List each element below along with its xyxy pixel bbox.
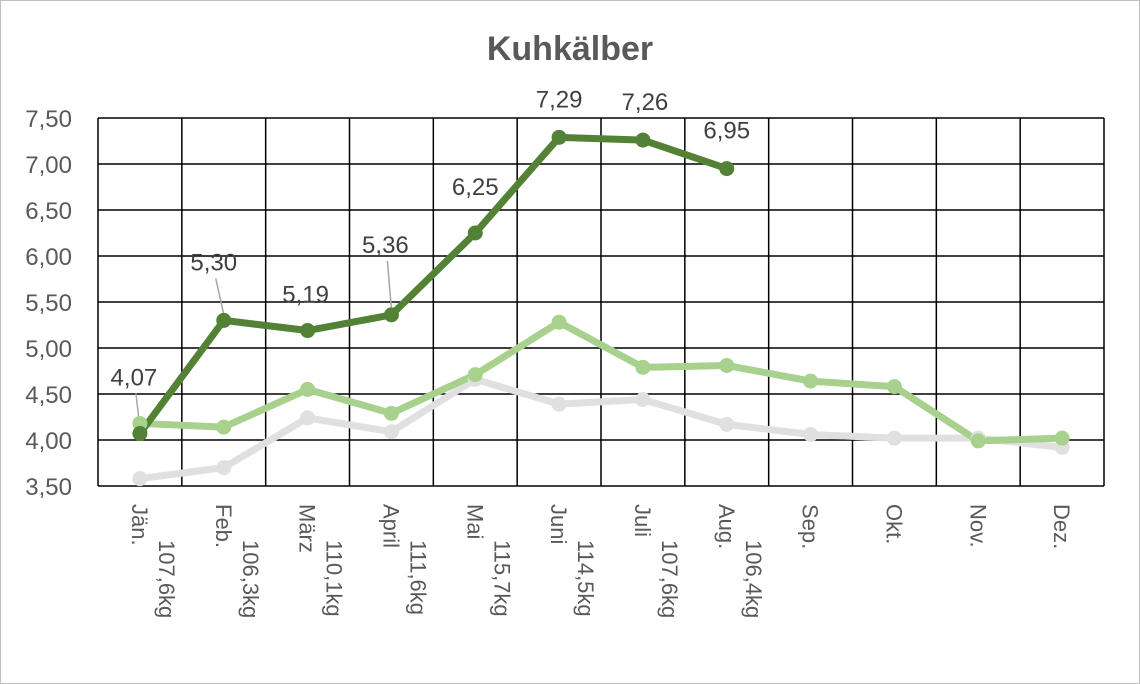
data-point: [635, 359, 651, 375]
x-tick-weight: 106,4kg: [741, 540, 766, 618]
x-tick-month: Feb.: [211, 504, 236, 548]
data-point: [719, 357, 735, 373]
data-label: 6,25: [452, 174, 499, 201]
data-point: [803, 373, 819, 389]
data-point: [300, 323, 316, 339]
data-point: [886, 379, 902, 395]
data-point: [216, 419, 232, 435]
data-label: 6,95: [703, 118, 750, 145]
x-tick-month: Mai: [462, 504, 487, 539]
y-tick-label: 6,00: [25, 244, 72, 271]
chart-title: Kuhkälber: [486, 30, 654, 68]
data-point: [719, 161, 735, 177]
data-point: [132, 471, 148, 487]
data-label: 5,19: [282, 282, 329, 309]
x-tick-month: Okt.: [881, 504, 906, 544]
x-tick-label: Aug.106,4kg: [714, 504, 766, 618]
x-tick-weight: 107,6kg: [657, 540, 682, 618]
data-point: [467, 225, 483, 241]
data-point: [886, 430, 902, 446]
x-tick-month: Sep.: [798, 504, 823, 549]
x-tick-weight: 107,6kg: [154, 540, 179, 618]
data-point: [719, 416, 735, 432]
x-tick-label: Juli107,6kg: [630, 504, 682, 618]
x-tick-weight: 115,7kg: [489, 540, 514, 617]
x-tick-label: Feb.106,3kg: [211, 504, 263, 618]
x-tick-month: Nov.: [965, 504, 990, 548]
data-label-leader: [386, 260, 393, 309]
x-tick-weight: 114,5kg: [573, 540, 598, 617]
y-tick-label: 7,00: [25, 152, 72, 179]
y-tick-label: 4,50: [25, 382, 72, 409]
x-tick-label: April111,6kg: [378, 504, 430, 615]
data-label: 7,29: [536, 86, 583, 113]
y-tick-label: 5,00: [25, 336, 72, 363]
data-label-leader: [215, 278, 225, 315]
x-tick-month: März: [295, 504, 320, 553]
series-line-2: [136, 133, 731, 438]
data-point: [383, 307, 399, 323]
x-tick-label: Juni114,5kg: [546, 504, 598, 617]
data-point: [467, 367, 483, 383]
data-point: [635, 132, 651, 148]
x-tick-label: Mai115,7kg: [462, 504, 514, 617]
x-tick-weight: 110,1kg: [322, 540, 347, 617]
x-tick-label: Dez.: [1049, 504, 1074, 549]
data-point: [383, 405, 399, 421]
x-tick-month: Juni: [546, 504, 571, 544]
series-line-0: [136, 375, 1066, 483]
x-tick-label: Sep.: [798, 504, 823, 549]
data-label: 7,26: [622, 89, 669, 116]
y-tick-label: 6,50: [25, 198, 72, 225]
x-tick-month: Juli: [630, 504, 655, 537]
data-point: [300, 381, 316, 397]
y-tick-label: 4,00: [25, 428, 72, 455]
data-point: [551, 129, 567, 145]
data-point: [132, 426, 148, 442]
x-tick-weight: 106,3kg: [238, 540, 263, 618]
y-tick-label: 5,50: [25, 290, 72, 317]
x-tick-month: April: [378, 504, 403, 548]
x-tick-month: Dez.: [1049, 504, 1074, 549]
data-point: [300, 410, 316, 426]
data-label: 4,07: [111, 365, 158, 392]
data-point: [970, 433, 986, 449]
data-label: 5,30: [190, 249, 237, 276]
data-point: [551, 396, 567, 412]
x-tick-label: Nov.: [965, 504, 990, 548]
data-point: [383, 424, 399, 440]
data-point: [216, 460, 232, 476]
data-point: [803, 426, 819, 442]
x-tick-label: Okt.: [881, 504, 906, 544]
x-tick-weight: 111,6kg: [405, 540, 430, 615]
y-tick-label: 3,50: [25, 474, 72, 501]
x-tick-label: März110,1kg: [295, 504, 347, 617]
x-tick-month: Jän.: [127, 504, 152, 546]
data-label: 5,36: [362, 232, 409, 259]
data-point: [216, 312, 232, 328]
y-tick-label: 7,50: [25, 106, 72, 133]
data-point: [635, 392, 651, 408]
data-point: [1054, 430, 1070, 446]
x-tick-label: Jän.107,6kg: [127, 504, 179, 618]
series-line-1: [136, 318, 1066, 445]
x-tick-month: Aug.: [714, 504, 739, 549]
data-point: [551, 314, 567, 330]
